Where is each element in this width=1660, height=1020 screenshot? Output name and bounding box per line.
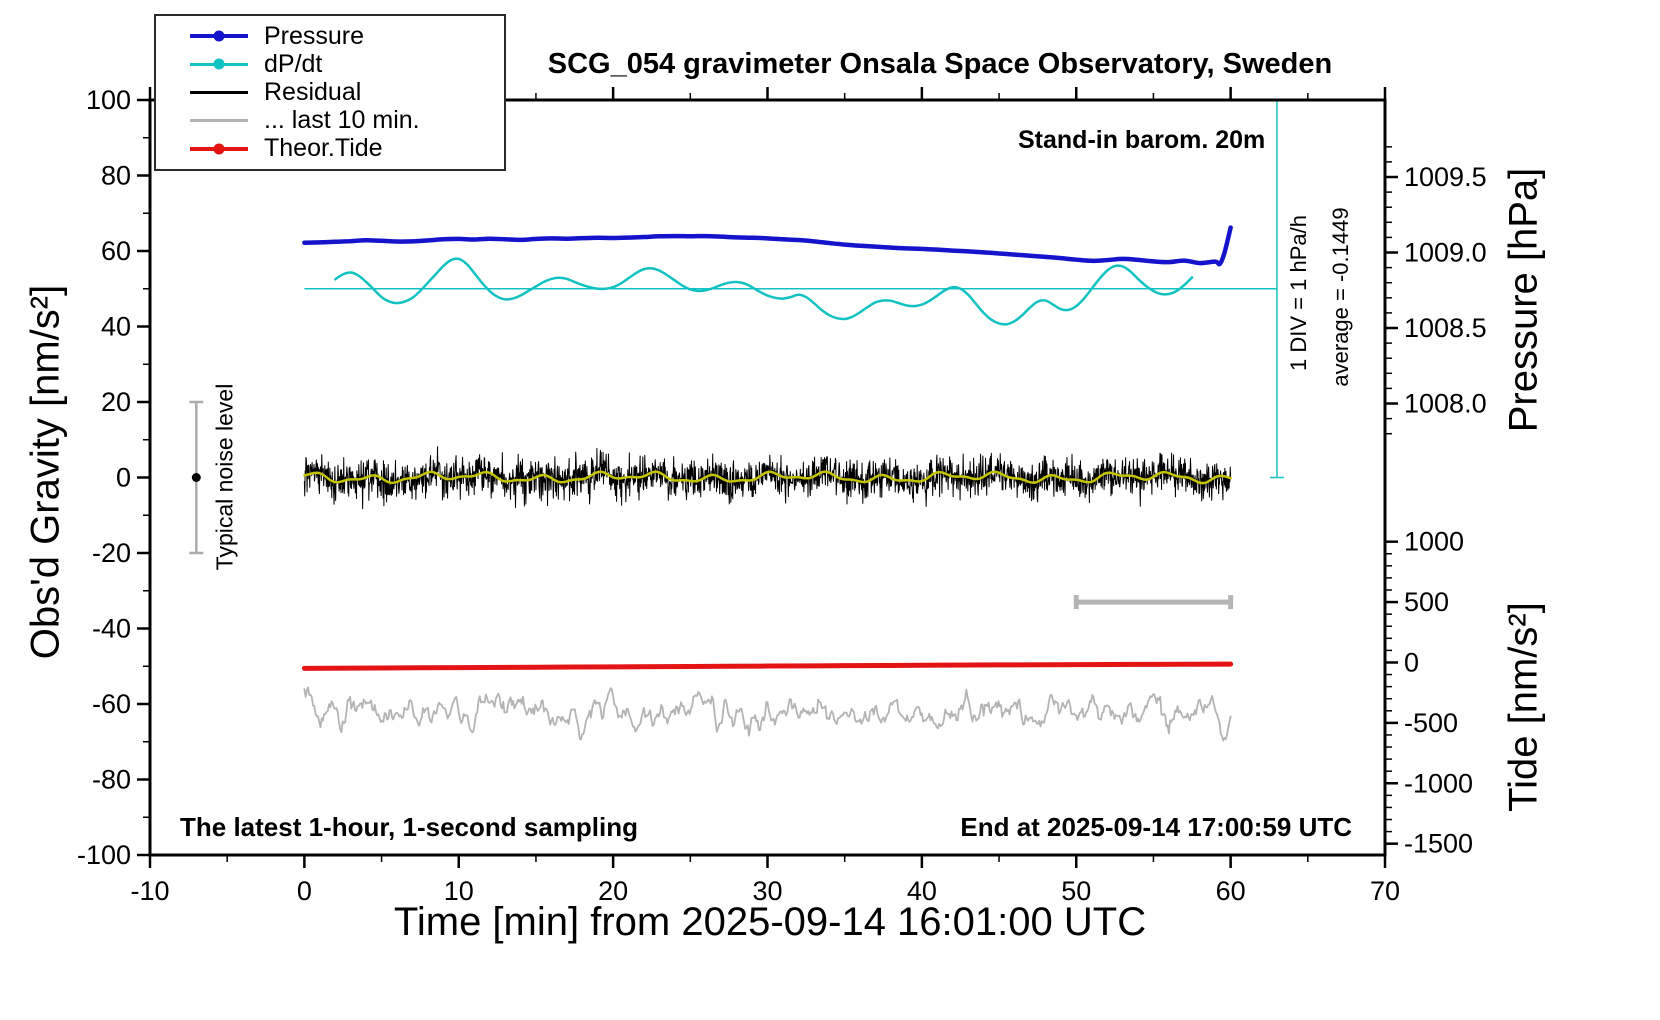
dpdt-curve [334, 257, 1194, 326]
legend-item-label: Theor.Tide [264, 134, 383, 163]
legend-swatch-icon [190, 143, 248, 155]
residual-smoothed-curve [303, 470, 1232, 485]
last-10-min-curve [303, 686, 1232, 742]
plot-frame [148, 98, 1387, 857]
svg-text:60: 60 [1216, 876, 1246, 906]
svg-text:-60: -60 [92, 689, 131, 719]
annotation-average: average = -0.1449 [1328, 207, 1353, 387]
annotation-end-time: End at 2025-09-14 17:00:59 UTC [960, 812, 1352, 842]
svg-text:-20: -20 [92, 538, 131, 568]
x-axis-label-time: Time [min] from 2025-09-14 16:01:00 UTC [393, 900, 1147, 944]
chart-title: SCG_054 gravimeter Onsala Space Observat… [547, 48, 1333, 80]
svg-text:50: 50 [1061, 876, 1091, 906]
svg-text:100: 100 [86, 85, 131, 115]
y-axis-label-gravity: Obs'd Gravity [nm/s²] [23, 284, 68, 660]
svg-text:1009.5: 1009.5 [1404, 162, 1487, 192]
legend-marker-dot-icon [213, 143, 225, 155]
legend-swatch-icon [190, 119, 248, 122]
svg-text:20: 20 [101, 387, 131, 417]
legend-swatch-icon [190, 30, 248, 42]
y-axis-label-tide: Tide [nm/s²] [1501, 602, 1546, 812]
legend-item-theor-tide: Theor.Tide [190, 134, 504, 163]
svg-text:0: 0 [1404, 647, 1419, 677]
legend: Pressure dP/dt Residual... last 10 min. The… [154, 14, 506, 171]
annotation-div-scale: 1 DIV = 1 hPa/h [1286, 215, 1311, 371]
legend-item-label: dP/dt [264, 49, 323, 78]
svg-text:-100: -100 [77, 840, 131, 870]
plot-series [189, 100, 1284, 742]
annotation-noise-level: Typical noise level [211, 383, 238, 571]
legend-item-label: ... last 10 min. [264, 106, 420, 135]
legend-item-dp-dt: dP/dt [190, 50, 504, 78]
legend-item-label: Pressure [264, 21, 365, 50]
svg-text:-1500: -1500 [1404, 829, 1473, 859]
legend-swatch-icon [190, 58, 248, 70]
legend-item-last-10-min: ... last 10 min. [190, 106, 504, 135]
svg-text:-80: -80 [92, 765, 131, 795]
y-axis-label-pressure: Pressure [hPa] [1501, 167, 1546, 433]
annotation-barometer: Stand-in barom. 20m [1018, 126, 1266, 154]
pressure-curve [302, 225, 1233, 267]
noise-level-dot [191, 473, 201, 482]
legend-item-residual: Residual [190, 78, 504, 106]
svg-text:1009.0: 1009.0 [1404, 238, 1487, 268]
svg-text:1000: 1000 [1404, 527, 1464, 557]
legend-marker-dot-icon [213, 30, 225, 42]
svg-text:0: 0 [116, 463, 131, 493]
legend-swatch-icon [190, 90, 248, 94]
theoretical-tide-curve [301, 661, 1234, 671]
svg-text:70: 70 [1370, 876, 1400, 906]
svg-text:20: 20 [598, 876, 628, 906]
svg-text:1008.0: 1008.0 [1404, 389, 1487, 419]
svg-text:-1000: -1000 [1404, 768, 1473, 798]
svg-text:10: 10 [444, 876, 474, 906]
legend-item-pressure: Pressure [190, 22, 504, 50]
svg-text:40: 40 [907, 876, 937, 906]
legend-marker-dot-icon [213, 58, 225, 70]
annotation-sampling: The latest 1-hour, 1-second sampling [180, 812, 638, 842]
svg-text:-10: -10 [130, 876, 169, 906]
svg-text:60: 60 [101, 236, 131, 266]
svg-text:500: 500 [1404, 587, 1449, 617]
svg-text:30: 30 [752, 876, 782, 906]
svg-text:-40: -40 [92, 614, 131, 644]
svg-text:80: 80 [101, 161, 131, 191]
svg-text:-500: -500 [1404, 708, 1458, 738]
svg-text:40: 40 [101, 312, 131, 342]
svg-text:0: 0 [297, 876, 312, 906]
plot-axes: -10 0 10 20 30 40 50 60 70-100-80-60-40-20020406… [77, 85, 1487, 906]
legend-item-label: Residual [264, 77, 362, 106]
svg-text:1008.5: 1008.5 [1404, 313, 1487, 343]
